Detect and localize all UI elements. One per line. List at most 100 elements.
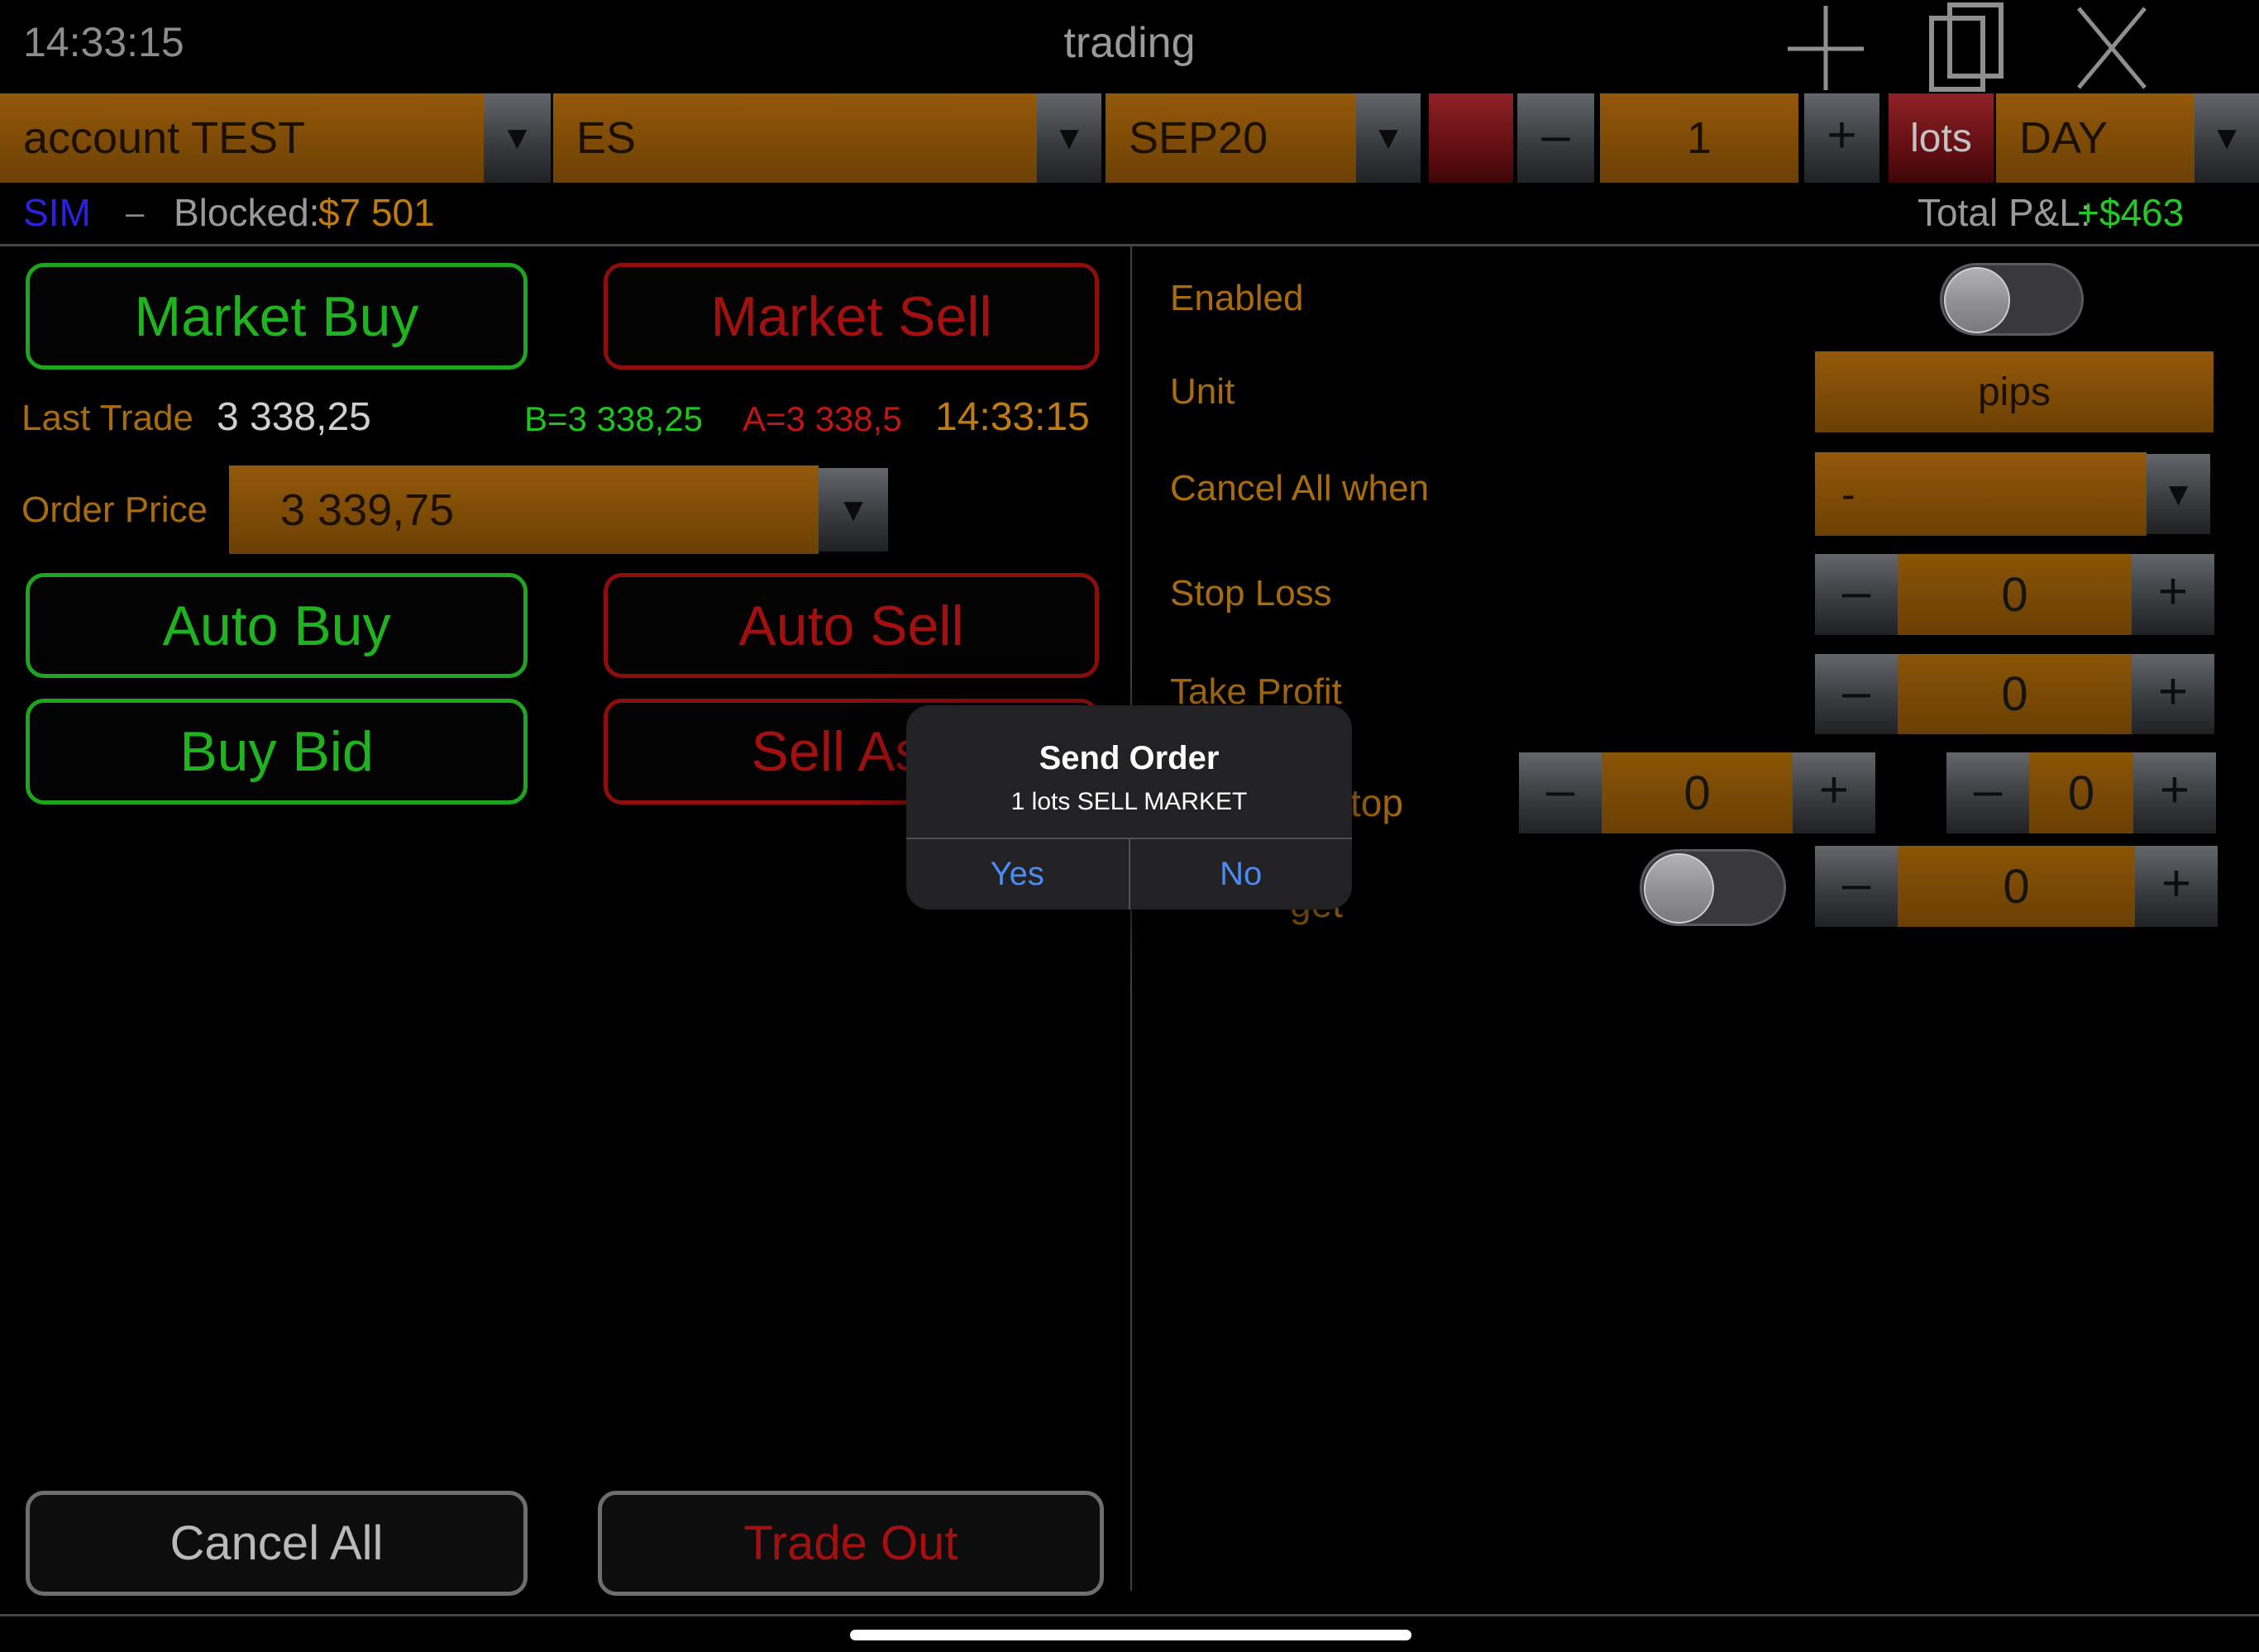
- plus-icon: +: [2159, 762, 2190, 819]
- chevron-down-icon: ▼: [500, 120, 534, 156]
- stop-loss-value[interactable]: 0: [1898, 554, 2132, 635]
- add-window-button[interactable]: [1776, 0, 1875, 95]
- bottom-divider: [0, 1614, 2259, 1616]
- contract-dropdown-button[interactable]: ▼: [1356, 93, 1421, 183]
- account-dropdown-button[interactable]: ▼: [484, 93, 551, 183]
- order-price-value: 3 339,75: [280, 485, 455, 535]
- tif-dropdown-button[interactable]: ▼: [2195, 93, 2259, 183]
- symbol-select[interactable]: ES: [553, 93, 1053, 183]
- market-sell-button[interactable]: Market Sell: [604, 263, 1099, 370]
- cancel-all-when-label: Cancel All when: [1170, 468, 1430, 508]
- chevron-down-icon: ▼: [2210, 120, 2243, 156]
- blocked-label: Blocked:: [174, 191, 320, 234]
- stop-loss-decrement-button[interactable]: –: [1815, 554, 1898, 635]
- clock: 14:33:15: [23, 19, 184, 65]
- unit-value: pips: [1977, 370, 2051, 414]
- take-profit-decrement-button[interactable]: –: [1815, 654, 1898, 734]
- trailing-stop-1-decrement-button[interactable]: –: [1519, 752, 1602, 833]
- market-buy-button[interactable]: Market Buy: [26, 263, 528, 370]
- panel-divider: [1130, 246, 1132, 1591]
- plus-icon: +: [1818, 762, 1850, 819]
- tif-select[interactable]: DAY: [1996, 93, 2211, 183]
- chevron-down-icon: ▼: [2161, 475, 2195, 513]
- total-pnl-value: +$463: [2077, 191, 2185, 234]
- plus-icon: +: [2157, 563, 2189, 620]
- tif-select-value: DAY: [2019, 113, 2109, 163]
- status-separator: –: [126, 195, 145, 232]
- home-indicator[interactable]: [850, 1630, 1411, 1640]
- minus-icon: –: [1841, 662, 1871, 720]
- quantity-value: 1: [1686, 113, 1712, 163]
- trailing-stop-2-value[interactable]: 0: [2029, 752, 2133, 833]
- symbol-dropdown-button[interactable]: ▼: [1037, 93, 1101, 183]
- cancel-all-when-dropdown-button[interactable]: ▼: [2147, 454, 2210, 534]
- stop-loss-label: Stop Loss: [1170, 573, 1332, 614]
- target-value[interactable]: 0: [1898, 846, 2135, 927]
- trailing-stop-2-increment-button[interactable]: +: [2133, 752, 2216, 833]
- auto-buy-button[interactable]: Auto Buy: [26, 573, 528, 678]
- target-increment-button[interactable]: +: [2135, 846, 2218, 927]
- minus-icon: –: [1841, 563, 1871, 620]
- buy-bid-button[interactable]: Buy Bid: [26, 699, 528, 805]
- trailing-stop-stepper-1: – 0 +: [1519, 752, 1875, 833]
- quote-time: 14:33:15: [935, 395, 1090, 439]
- dialog-divider: [906, 838, 1352, 839]
- minus-icon: –: [1545, 762, 1575, 819]
- contract-select-value: SEP20: [1129, 113, 1268, 163]
- enabled-toggle[interactable]: [1940, 263, 2084, 336]
- target-stepper: – 0 +: [1815, 846, 2218, 927]
- toggle-knob: [1644, 853, 1714, 924]
- cancel-all-when-select[interactable]: -: [1815, 452, 2147, 536]
- plus-icon: +: [2161, 855, 2192, 912]
- plus-icon: +: [2157, 662, 2189, 720]
- order-price-field[interactable]: 3 339,75: [229, 466, 819, 554]
- blocked-value: $7 501: [318, 191, 435, 234]
- target-toggle[interactable]: [1640, 849, 1786, 926]
- unit-field[interactable]: pips: [1815, 351, 2214, 432]
- quantity-field[interactable]: 1: [1600, 93, 1798, 183]
- quantity-flag-block: [1429, 93, 1513, 183]
- chevron-down-icon: ▼: [1372, 120, 1405, 156]
- contract-select[interactable]: SEP20: [1106, 93, 1375, 183]
- take-profit-value[interactable]: 0: [1898, 654, 2132, 734]
- send-order-dialog: Send Order 1 lots SELL MARKET Yes No: [906, 705, 1352, 910]
- quantity-decrement-button[interactable]: –: [1517, 93, 1594, 183]
- plus-icon: +: [1827, 107, 1857, 164]
- minus-icon: –: [1841, 855, 1871, 912]
- sim-mode-badge: SIM: [23, 191, 91, 234]
- trailing-stop-2-decrement-button[interactable]: –: [1946, 752, 2029, 833]
- account-select[interactable]: account TEST: [0, 93, 504, 183]
- chevron-down-icon: ▼: [837, 491, 870, 528]
- ask-value: A=3 338,5: [743, 399, 902, 438]
- account-select-value: account TEST: [23, 113, 306, 163]
- target-decrement-button[interactable]: –: [1815, 846, 1898, 927]
- enabled-label: Enabled: [1170, 278, 1304, 318]
- dialog-yes-button[interactable]: Yes: [990, 856, 1044, 892]
- unit-label: Unit: [1170, 371, 1235, 412]
- last-trade-label: Last Trade: [21, 398, 193, 438]
- dialog-no-button[interactable]: No: [1220, 856, 1263, 892]
- toggle-knob: [1944, 267, 2010, 333]
- dialog-message: 1 lots SELL MARKET: [1010, 788, 1248, 815]
- duplicate-window-button[interactable]: [1915, 0, 2014, 95]
- take-profit-increment-button[interactable]: +: [2132, 654, 2214, 734]
- order-price-dropdown-button[interactable]: ▼: [819, 468, 888, 551]
- plus-icon: [1784, 2, 1867, 93]
- quantity-increment-button[interactable]: +: [1804, 93, 1879, 183]
- auto-sell-button[interactable]: Auto Sell: [604, 573, 1099, 678]
- trailing-stop-1-value[interactable]: 0: [1602, 752, 1793, 833]
- overlapping-windows-icon: [1918, 2, 2011, 94]
- take-profit-stepper: – 0 +: [1815, 654, 2214, 734]
- stop-loss-increment-button[interactable]: +: [2132, 554, 2214, 635]
- trailing-stop-1-increment-button[interactable]: +: [1793, 752, 1875, 833]
- last-trade-value: 3 338,25: [217, 395, 371, 439]
- minus-icon: –: [1541, 107, 1570, 164]
- cancel-all-button[interactable]: Cancel All: [26, 1491, 528, 1596]
- lots-label: lots: [1889, 93, 1994, 183]
- trailing-stop-stepper-2: – 0 +: [1946, 752, 2216, 833]
- page-title: trading: [1063, 19, 1196, 67]
- close-window-button[interactable]: [2062, 0, 2161, 95]
- trade-out-button[interactable]: Trade Out: [598, 1491, 1104, 1596]
- minus-icon: –: [1973, 762, 2003, 819]
- header-divider: [0, 244, 2259, 246]
